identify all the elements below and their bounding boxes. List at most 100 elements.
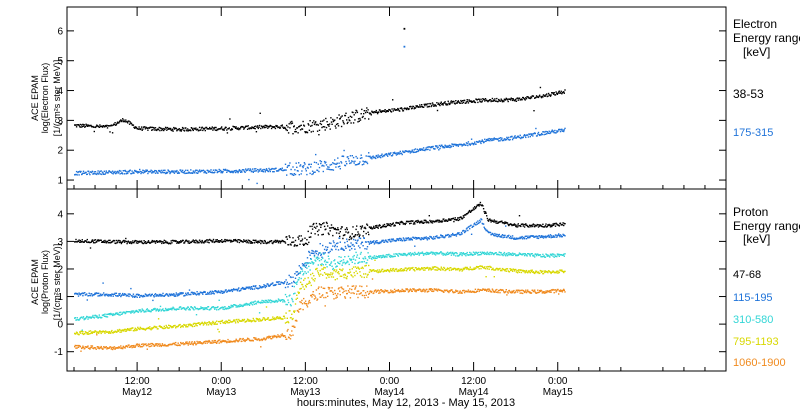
data-point: [355, 270, 357, 272]
data-point: [224, 321, 226, 323]
proton-series-1060-1900: [74, 278, 566, 352]
data-point: [438, 252, 441, 255]
data-point: [157, 310, 160, 312]
data-point: [407, 107, 409, 110]
data-point: [250, 288, 252, 290]
data-point: [341, 226, 343, 228]
data-point: [433, 266, 436, 268]
data-point: [142, 169, 144, 171]
data-point: [194, 322, 196, 325]
data-point: [373, 225, 375, 228]
data-point: [394, 224, 396, 227]
data-point: [120, 120, 123, 123]
data-point: [366, 223, 368, 225]
data-point: [77, 240, 80, 243]
data-point: [550, 272, 552, 275]
data-point: [489, 218, 491, 220]
data-point: [120, 331, 123, 333]
data-point: [423, 103, 425, 106]
data-point: [409, 252, 412, 254]
data-point: [556, 255, 558, 258]
data-point: [265, 299, 268, 302]
data-point: [180, 241, 182, 243]
data-point: [286, 238, 288, 240]
data-point: [423, 219, 425, 221]
data-point: [449, 252, 451, 254]
data-point: [359, 261, 361, 263]
data-point: [253, 168, 256, 170]
data-point: [537, 133, 539, 135]
data-point: [145, 345, 148, 347]
data-point: [147, 172, 149, 175]
data-point: [424, 104, 426, 107]
data-point: [491, 233, 493, 236]
data-point: [76, 292, 78, 295]
data-point: [230, 304, 232, 307]
data-point: [118, 169, 121, 172]
data-point: [308, 265, 310, 268]
data-point: [298, 272, 300, 275]
data-point: [181, 171, 183, 173]
data-point: [125, 330, 128, 332]
data-point: [286, 124, 288, 127]
data-point: [287, 320, 289, 323]
data-point: [422, 252, 424, 255]
data-point: [491, 268, 494, 270]
data-point: [316, 256, 318, 259]
data-point: [82, 346, 85, 349]
data-point: [195, 324, 197, 326]
data-point: [460, 231, 463, 234]
data-point: [212, 240, 214, 242]
data-point: [237, 305, 239, 308]
data-point: [146, 348, 148, 350]
data-point: [475, 224, 477, 226]
data-point: [304, 168, 307, 170]
data-point: [228, 321, 230, 324]
data-point: [287, 321, 290, 324]
data-point: [121, 313, 123, 315]
data-point: [164, 307, 167, 310]
data-point: [426, 253, 429, 255]
data-point: [347, 156, 349, 158]
data-point: [120, 329, 122, 331]
data-point: [212, 342, 214, 344]
data-point: [409, 269, 411, 271]
data-point: [405, 237, 407, 239]
data-point: [112, 124, 114, 126]
data-point: [425, 220, 427, 222]
data-point: [136, 343, 138, 345]
data-point: [75, 126, 78, 128]
data-point: [134, 169, 136, 172]
data-point: [163, 325, 165, 328]
data-point: [358, 268, 360, 270]
data-point: [403, 254, 405, 256]
data-point: [103, 314, 105, 316]
data-point: [247, 168, 249, 170]
data-point: [487, 266, 490, 268]
data-point: [84, 171, 87, 174]
data-point: [106, 240, 109, 243]
data-point: [187, 342, 189, 345]
data-point: [465, 253, 468, 255]
data-point: [202, 293, 204, 295]
data-point: [415, 238, 417, 240]
data-point: [431, 253, 434, 255]
data-point: [292, 276, 294, 278]
data-point: [362, 267, 364, 270]
data-point: [214, 240, 217, 243]
data-point: [161, 169, 163, 172]
data-point: [166, 309, 168, 312]
data-point: [103, 331, 106, 333]
data-point: [361, 276, 363, 278]
data-point: [477, 251, 480, 254]
data-point: [341, 115, 343, 117]
data-point: [469, 228, 471, 230]
data-point: [561, 235, 564, 238]
data-point: [366, 259, 369, 261]
data-point: [288, 235, 290, 237]
data-point: [332, 226, 335, 229]
data-point: [242, 126, 244, 128]
data-point: [536, 135, 538, 137]
data-point: [157, 309, 159, 311]
data-point: [348, 238, 350, 241]
